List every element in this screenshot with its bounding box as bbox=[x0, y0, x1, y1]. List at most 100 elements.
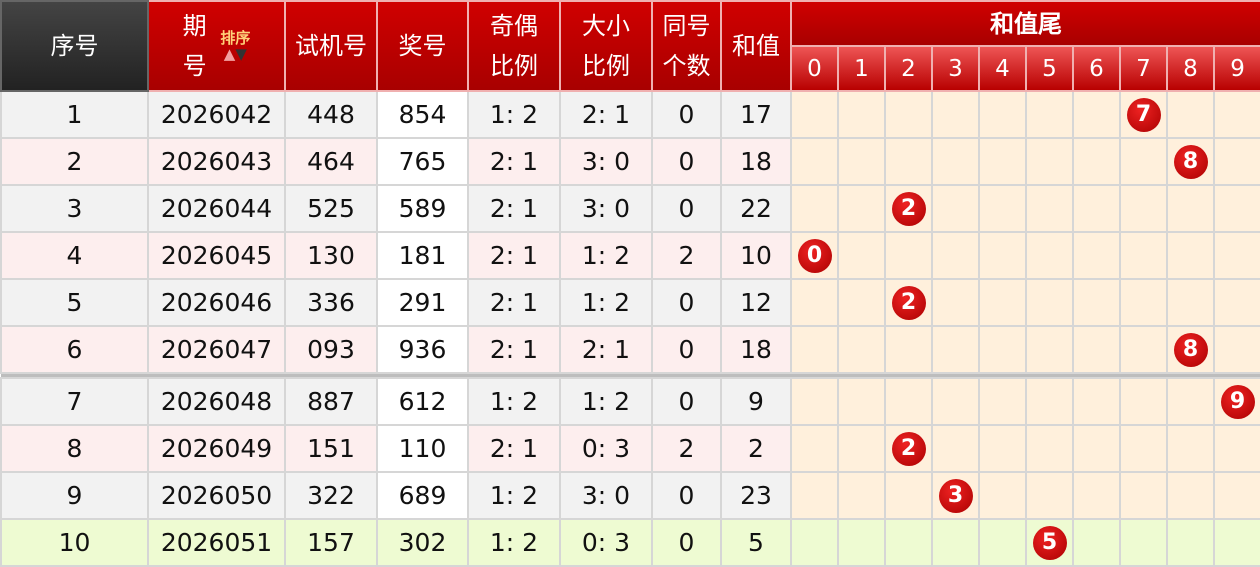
big-small-ratio-cell: 1: 2 bbox=[559, 278, 653, 327]
trial-number-cell: 151 bbox=[284, 424, 378, 473]
tail-cell-4 bbox=[978, 377, 1027, 426]
header-same: 同号 个数 bbox=[651, 0, 722, 92]
header-sum: 和值 bbox=[720, 0, 792, 92]
tail-cell-5 bbox=[1025, 90, 1074, 139]
odd-even-ratio-cell: 1: 2 bbox=[467, 90, 561, 139]
tail-cell-6 bbox=[1072, 90, 1121, 139]
tail-cell-9 bbox=[1212, 325, 1260, 374]
odd-even-ratio-cell: 1: 2 bbox=[467, 377, 561, 426]
big-small-ratio-cell: 3: 0 bbox=[559, 184, 653, 233]
tail-cell-2 bbox=[884, 90, 933, 139]
header-digit-5: 5 bbox=[1025, 45, 1074, 92]
tail-cell-7 bbox=[1119, 231, 1168, 280]
table-row: 2 2026043 464 765 2: 1 3: 0 0 18 8 bbox=[0, 137, 1260, 186]
header-digit-8: 8 bbox=[1166, 45, 1215, 92]
tail-cell-9 bbox=[1212, 518, 1260, 567]
tail-ball: 8 bbox=[1173, 332, 1208, 367]
tail-cell-7 bbox=[1119, 518, 1168, 567]
table-row: 4 2026045 130 181 2: 1 1: 2 2 10 0 bbox=[0, 231, 1260, 280]
trial-number-cell: 130 bbox=[284, 231, 378, 280]
tail-cell-6 bbox=[1072, 231, 1121, 280]
draw-number-cell: 110 bbox=[376, 424, 469, 473]
same-count-cell: 0 bbox=[651, 325, 722, 374]
tail-ball: 5 bbox=[1032, 525, 1067, 560]
tail-cell-5 bbox=[1025, 231, 1074, 280]
same-count-cell: 0 bbox=[651, 278, 722, 327]
header-seq: 序号 bbox=[0, 0, 149, 92]
tail-cell-1 bbox=[837, 424, 886, 473]
odd-even-ratio-cell: 2: 1 bbox=[467, 231, 561, 280]
period-cell: 2026050 bbox=[147, 471, 286, 520]
header-period[interactable]: 期号 排序 ▲▼ bbox=[147, 0, 286, 92]
table-row: 9 2026050 322 689 1: 2 3: 0 0 23 3 bbox=[0, 471, 1260, 520]
sum-value-cell: 18 bbox=[720, 137, 792, 186]
tail-cell-7: 7 bbox=[1119, 90, 1168, 139]
same-count-cell: 0 bbox=[651, 377, 722, 426]
big-small-ratio-cell: 1: 2 bbox=[559, 231, 653, 280]
table-row: 3 2026044 525 589 2: 1 3: 0 0 22 2 bbox=[0, 184, 1260, 233]
same-count-cell: 0 bbox=[651, 471, 722, 520]
sum-value-cell: 9 bbox=[720, 377, 792, 426]
period-cell: 2026046 bbox=[147, 278, 286, 327]
header-big-small-bottom: 比例 bbox=[582, 52, 630, 80]
tail-cell-5 bbox=[1025, 278, 1074, 327]
tail-cell-0 bbox=[790, 325, 839, 374]
sum-value-cell: 18 bbox=[720, 325, 792, 374]
tail-cell-4 bbox=[978, 184, 1027, 233]
row-separator bbox=[1, 373, 1260, 378]
odd-even-ratio-cell: 2: 1 bbox=[467, 325, 561, 374]
tail-cell-0 bbox=[790, 377, 839, 426]
trial-number-cell: 464 bbox=[284, 137, 378, 186]
header-digit-0: 0 bbox=[790, 45, 839, 92]
tail-cell-4 bbox=[978, 471, 1027, 520]
draw-number-cell: 854 bbox=[376, 90, 469, 139]
tail-cell-5 bbox=[1025, 424, 1074, 473]
header-big-small: 大小 比例 bbox=[559, 0, 653, 92]
sort-down-icon[interactable]: ▼ bbox=[235, 45, 247, 63]
tail-cell-1 bbox=[837, 90, 886, 139]
tail-cell-8 bbox=[1166, 518, 1215, 567]
odd-even-ratio-cell: 2: 1 bbox=[467, 137, 561, 186]
tail-cell-2 bbox=[884, 471, 933, 520]
tail-cell-3 bbox=[931, 184, 980, 233]
tail-cell-2 bbox=[884, 518, 933, 567]
table-row: 5 2026046 336 291 2: 1 1: 2 0 12 2 bbox=[0, 278, 1260, 327]
seq-cell: 8 bbox=[0, 424, 149, 473]
period-cell: 2026047 bbox=[147, 325, 286, 374]
tail-cell-4 bbox=[978, 325, 1027, 374]
draw-number-cell: 589 bbox=[376, 184, 469, 233]
big-small-ratio-cell: 0: 3 bbox=[559, 518, 653, 567]
draw-number-cell: 689 bbox=[376, 471, 469, 520]
tail-ball: 2 bbox=[891, 191, 926, 226]
same-count-cell: 0 bbox=[651, 184, 722, 233]
same-count-cell: 2 bbox=[651, 424, 722, 473]
odd-even-ratio-cell: 2: 1 bbox=[467, 184, 561, 233]
sort-button[interactable]: 排序 ▲▼ bbox=[220, 30, 250, 62]
period-cell: 2026044 bbox=[147, 184, 286, 233]
sort-up-icon[interactable]: ▲ bbox=[223, 45, 236, 63]
seq-cell: 6 bbox=[0, 325, 149, 374]
tail-cell-4 bbox=[978, 424, 1027, 473]
tail-cell-9 bbox=[1212, 471, 1260, 520]
seq-cell: 9 bbox=[0, 471, 149, 520]
odd-even-ratio-cell: 2: 1 bbox=[467, 424, 561, 473]
tail-cell-1 bbox=[837, 184, 886, 233]
trial-number-cell: 887 bbox=[284, 377, 378, 426]
tail-cell-3: 3 bbox=[931, 471, 980, 520]
period-cell: 2026042 bbox=[147, 90, 286, 139]
tail-cell-8 bbox=[1166, 231, 1215, 280]
tail-cell-0 bbox=[790, 184, 839, 233]
tail-cell-3 bbox=[931, 90, 980, 139]
tail-cell-2: 2 bbox=[884, 184, 933, 233]
tail-cell-2 bbox=[884, 377, 933, 426]
header-digit-4: 4 bbox=[978, 45, 1027, 92]
tail-cell-3 bbox=[931, 377, 980, 426]
tail-cell-9 bbox=[1212, 90, 1260, 139]
draw-number-cell: 181 bbox=[376, 231, 469, 280]
tail-cell-3 bbox=[931, 231, 980, 280]
tail-cell-3 bbox=[931, 518, 980, 567]
tail-cell-4 bbox=[978, 518, 1027, 567]
